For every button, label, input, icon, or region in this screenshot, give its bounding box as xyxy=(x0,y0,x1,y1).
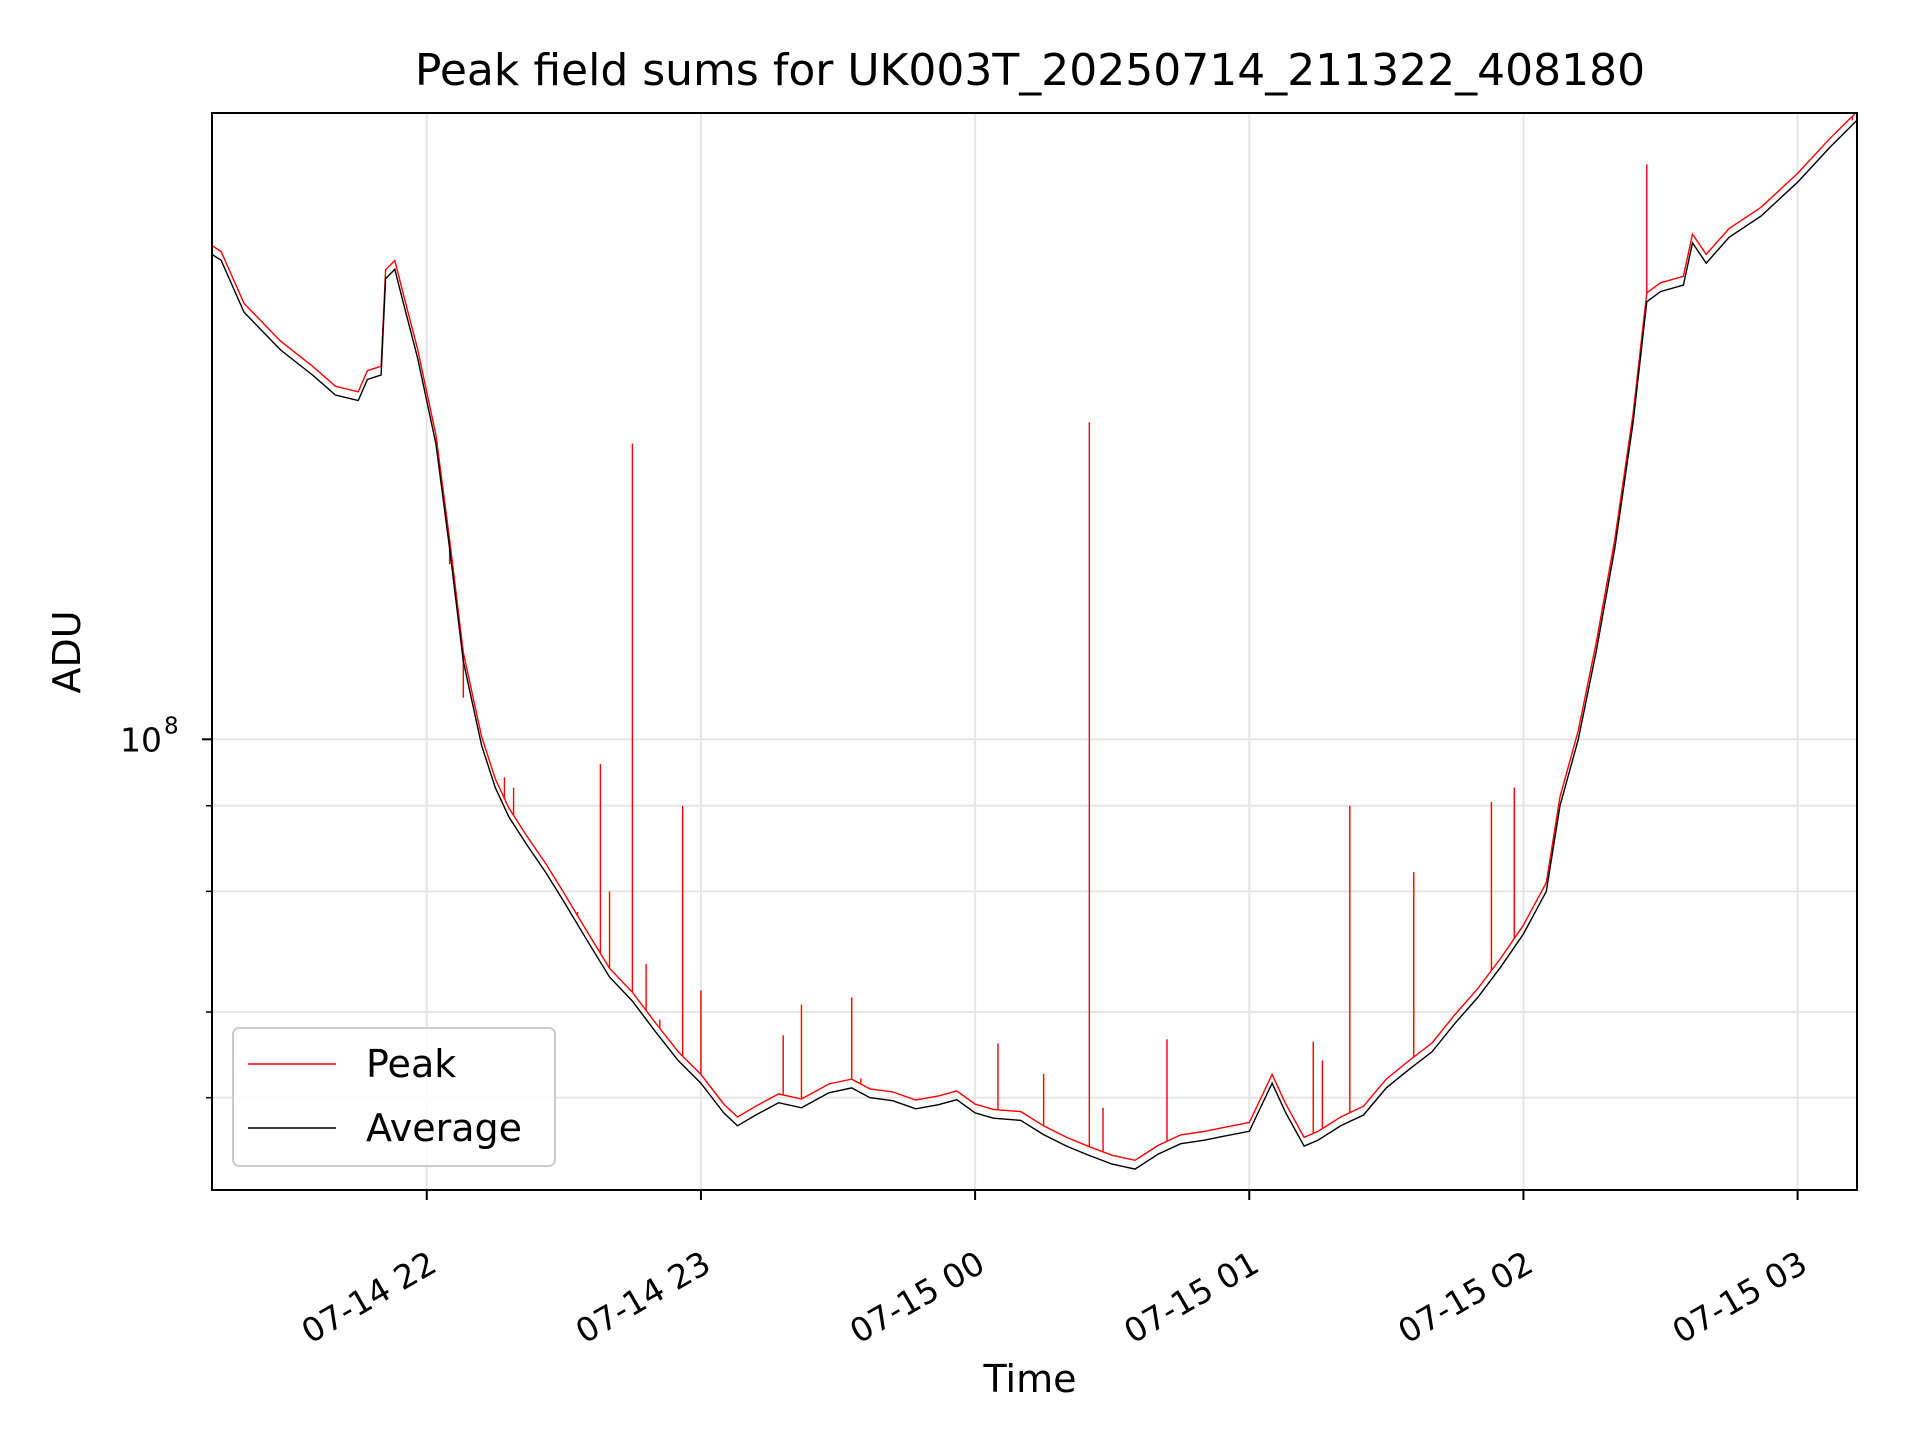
legend-average-label: Average xyxy=(366,1106,522,1150)
chart-title: Peak field sums for UK003T_20250714_2113… xyxy=(415,45,1645,96)
series-layer xyxy=(212,113,1857,1170)
y-axis-label: ADU xyxy=(45,610,89,693)
y-tick-label-exponent: 8 xyxy=(164,713,179,739)
x-axis-label: Time xyxy=(983,1357,1077,1401)
legend-peak-label: Peak xyxy=(366,1042,456,1086)
series-peak-line xyxy=(212,113,1857,1162)
legend-box xyxy=(232,1027,556,1167)
y-axis: 10 8 xyxy=(120,713,212,1099)
legend: Peak Average xyxy=(232,1027,556,1167)
y-tick-label: 10 xyxy=(120,720,162,759)
plot-frame xyxy=(211,112,1858,1191)
series-average-line xyxy=(212,119,1857,1170)
